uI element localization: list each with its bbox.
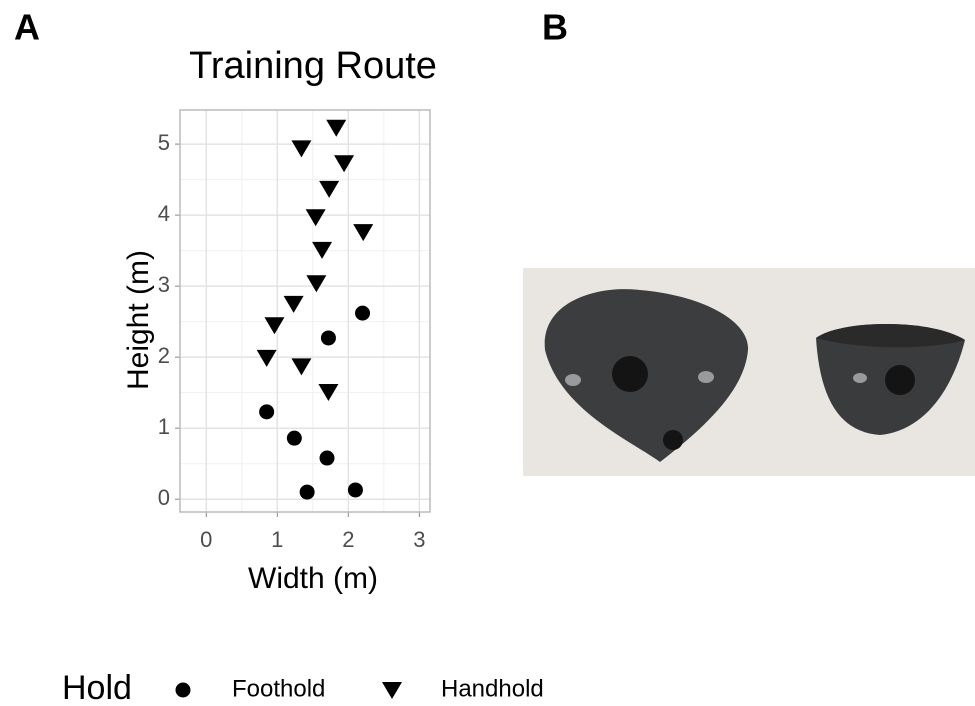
point <box>355 305 371 321</box>
point <box>347 482 363 498</box>
photo <box>523 268 975 476</box>
bolt-hole <box>612 356 648 392</box>
x-tick-label: 0 <box>200 527 212 552</box>
point <box>299 484 315 500</box>
insert <box>565 374 581 386</box>
point <box>319 180 340 198</box>
bolt-hole <box>885 365 915 395</box>
y-tick-label: 2 <box>158 343 170 368</box>
plot-border <box>179 109 431 513</box>
point <box>291 140 312 158</box>
y-tick-label: 4 <box>158 201 170 226</box>
x-tick-label: 2 <box>342 527 354 552</box>
legend-marker <box>382 682 402 699</box>
y-tick-label: 0 <box>158 485 170 510</box>
legend-label: Handhold <box>441 675 544 702</box>
legend-label: Foothold <box>232 675 325 702</box>
point <box>259 404 275 420</box>
point <box>283 295 304 313</box>
point <box>326 119 347 137</box>
panel-label: B <box>542 7 568 48</box>
panel-label: A <box>14 7 40 48</box>
point <box>312 241 333 259</box>
legend-title: Hold <box>62 669 132 706</box>
point <box>319 450 335 466</box>
y-tick-label: 3 <box>158 272 170 297</box>
plot-panel <box>180 110 430 512</box>
insert <box>698 371 714 383</box>
point <box>353 224 374 242</box>
point <box>256 349 277 367</box>
point <box>264 317 285 335</box>
point <box>318 383 339 401</box>
y-tick-label: 1 <box>158 414 170 439</box>
chart-title: Training Route <box>189 45 437 87</box>
legend-marker <box>175 682 191 698</box>
point <box>291 358 312 376</box>
insert <box>853 373 867 383</box>
y-tick-label: 5 <box>158 130 170 155</box>
point <box>305 209 326 227</box>
y-axis-label: Height (m) <box>122 250 155 390</box>
x-tick-label: 1 <box>271 527 283 552</box>
point <box>306 275 327 293</box>
screw-hole <box>663 430 683 450</box>
point <box>320 330 336 346</box>
x-axis-label: Width (m) <box>248 562 378 595</box>
hold-top <box>816 324 965 348</box>
point <box>286 430 302 446</box>
point <box>334 155 355 173</box>
x-tick-label: 3 <box>413 527 425 552</box>
